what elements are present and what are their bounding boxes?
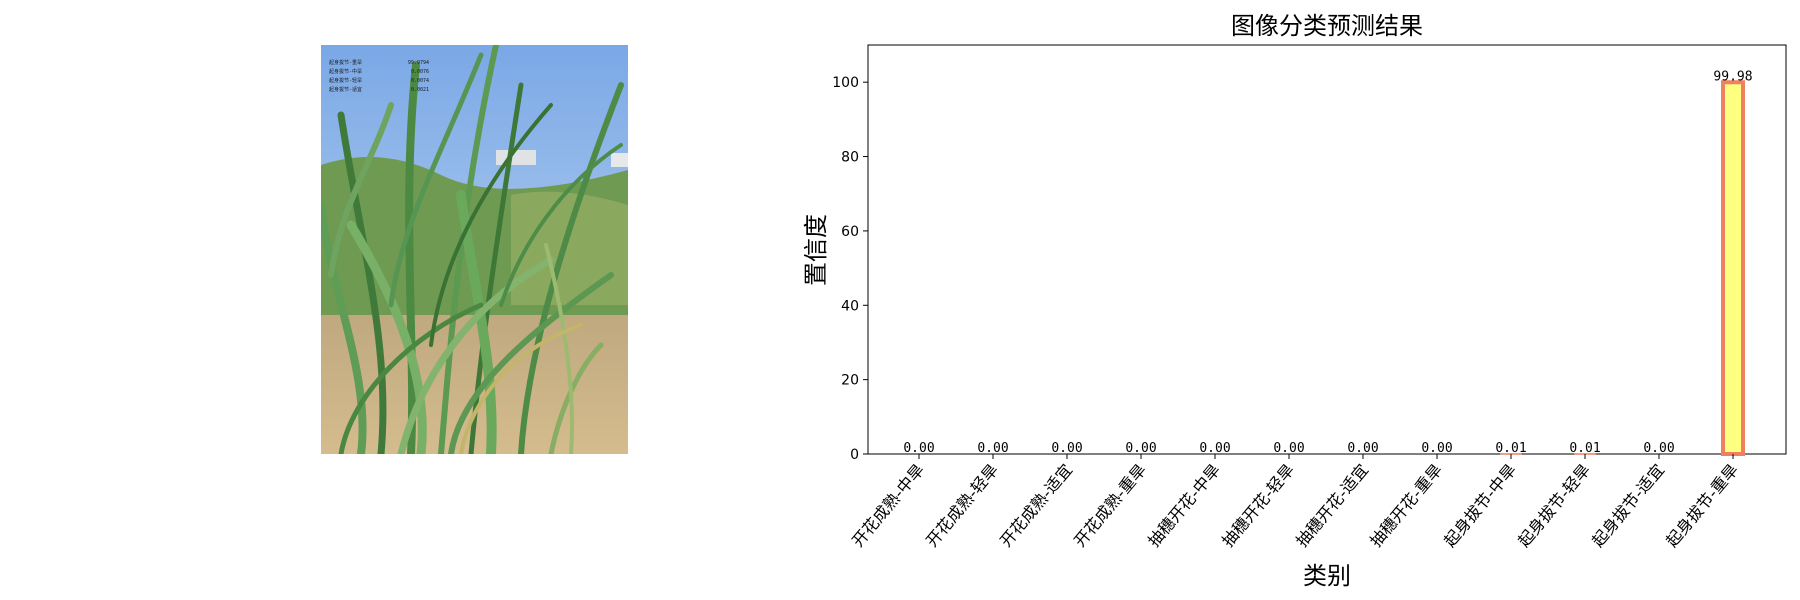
chart-title: 图像分类预测结果 [1231,12,1423,40]
overlay-row: 起身拔节-中旱 0.0076 [329,68,429,77]
wheat-photo: 起身拔节-重旱 99.9794 起身拔节-中旱 0.0076 起身拔节-轻旱 0… [321,45,628,454]
overlay-value: 0.0076 [410,69,429,75]
x-tick-label: 起身拔节-中旱 [1440,460,1520,550]
bar-value-label: 0.00 [1347,441,1378,456]
bar-value-label: 0.00 [1051,441,1082,456]
x-tick-label: 开花成熟-轻旱 [922,460,1002,550]
bar-value-label: 0.00 [1273,441,1304,456]
x-tick-label: 起身拔节-轻旱 [1514,460,1594,550]
y-tick-label: 40 [841,298,859,314]
x-tick-label: 抽穗开花-中旱 [1144,460,1224,550]
y-axis-title: 置信度 [802,214,830,286]
x-tick-label: 起身拔节-重旱 [1662,460,1742,550]
bar-value-label: 0.00 [1421,441,1452,456]
bar [1721,80,1745,456]
x-tick-label: 抽穗开花-适宜 [1292,460,1372,550]
x-tick-label: 抽穗开花-轻旱 [1218,460,1298,550]
y-tick-label: 100 [832,75,859,91]
x-tick-label: 开花成熟-适宜 [996,460,1076,550]
y-tick-label: 0 [850,447,859,463]
overlay-value: 99.9794 [407,60,429,66]
wheat-photo-drawing [321,45,628,454]
y-axis: 0 20 40 60 80 100 [832,75,868,463]
x-tick-label: 起身拔节-适宜 [1588,460,1668,550]
overlay-row: 起身拔节-轻旱 0.0074 [329,77,429,86]
photo-prediction-overlay: 起身拔节-重旱 99.9794 起身拔节-中旱 0.0076 起身拔节-轻旱 0… [329,59,429,95]
overlay-label: 起身拔节-适宜 [329,87,363,93]
overlay-row: 起身拔节-重旱 99.9794 [329,59,429,68]
x-tick-label: 抽穗开花-重旱 [1366,460,1446,550]
y-tick-label: 60 [841,224,859,240]
x-axis: 开花成熟-中旱开花成熟-轻旱开花成熟-适宜开花成熟-重旱抽穗开花-中旱抽穗开花-… [848,454,1742,551]
bar-value-label: 0.00 [1125,441,1156,456]
bar-value-label: 0.00 [1643,441,1674,456]
overlay-row: 起身拔节-适宜 0.0021 [329,86,429,95]
overlay-value: 0.0021 [410,87,429,93]
x-tick-label: 开花成熟-中旱 [848,460,928,550]
overlay-label: 起身拔节-轻旱 [329,78,363,84]
bar-value-label: 0.00 [903,441,934,456]
bars-group: 0.00 0.00 0.00 0.00 0.00 0.00 0.00 0.00 0.01 0.01… [903,69,1752,456]
x-tick-label: 开花成熟-重旱 [1070,460,1150,550]
bar-value-label: 0.00 [1199,441,1230,456]
overlay-label: 起身拔节-重旱 [329,60,363,66]
plot-area-frame [867,44,1787,455]
x-axis-title: 类别 [1303,562,1351,590]
y-tick-label: 20 [841,373,859,389]
bar-value-label: 0.01 [1495,441,1526,456]
overlay-label: 起身拔节-中旱 [329,69,363,75]
bar-value-label: 0.01 [1569,441,1600,456]
bar-value-label: 99.98 [1713,69,1752,84]
y-tick-label: 80 [841,150,859,166]
bar-value-label: 0.00 [977,441,1008,456]
overlay-value: 0.0074 [410,78,429,84]
